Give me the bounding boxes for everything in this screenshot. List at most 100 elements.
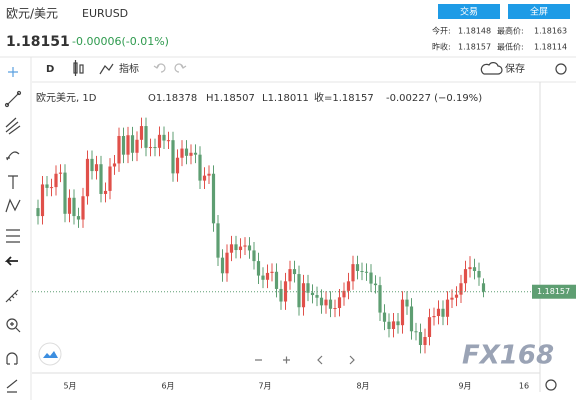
button-label[interactable]: 全屏 xyxy=(530,6,548,18)
candle-body xyxy=(387,321,391,329)
tools[interactable] xyxy=(4,67,22,393)
candle-body xyxy=(270,271,274,273)
watermark: FX168 xyxy=(462,341,554,371)
candle-body xyxy=(445,299,450,317)
undo[interactable] xyxy=(153,63,166,73)
candle-body xyxy=(378,285,382,313)
candle-body xyxy=(450,297,454,300)
candle-body xyxy=(139,126,144,140)
stat-label: 最高价: xyxy=(497,26,524,36)
candle-body xyxy=(283,281,288,302)
legend-close: 收=1.18157 xyxy=(314,91,374,104)
stat-value: 1.18157 xyxy=(458,43,491,52)
interval[interactable]: D xyxy=(46,64,54,75)
candle-body xyxy=(472,267,477,272)
candle-body xyxy=(306,283,310,293)
x-tick-label: 16 xyxy=(519,382,529,391)
stat-label: 最低价: xyxy=(497,42,524,52)
settings[interactable] xyxy=(555,63,567,75)
candle-body xyxy=(175,157,180,174)
candle-body xyxy=(342,290,346,298)
candle-body xyxy=(103,190,108,194)
candle-body xyxy=(225,252,229,274)
candle-body xyxy=(441,308,445,317)
candle-body xyxy=(180,148,184,158)
candle-body xyxy=(261,275,265,280)
candle-body xyxy=(409,306,414,332)
candle-body xyxy=(297,274,301,308)
candle-body xyxy=(211,173,216,224)
candle-body xyxy=(162,134,166,141)
candle-body xyxy=(265,272,270,280)
candle-body xyxy=(220,257,225,274)
button-label[interactable]: 交易 xyxy=(460,6,478,18)
candle-body xyxy=(481,283,486,292)
candle-body xyxy=(274,271,279,289)
candle-body xyxy=(126,135,130,155)
candle-body xyxy=(463,269,468,284)
candle-body xyxy=(319,297,324,306)
candle-body xyxy=(202,175,207,181)
candle-body xyxy=(171,140,175,174)
legend-low: L1.18011 xyxy=(262,93,309,104)
candle-body xyxy=(468,267,472,270)
legend-open: O1.18378 xyxy=(148,93,197,104)
axis-settings[interactable] xyxy=(545,379,557,391)
stat-value: 1.18114 xyxy=(534,43,567,52)
candle-body xyxy=(292,269,297,275)
candle-body xyxy=(405,299,409,307)
candle-body xyxy=(45,184,49,188)
code: EURUSD xyxy=(82,7,128,20)
candle-body xyxy=(243,245,247,247)
candle-body xyxy=(72,197,76,217)
candle-body xyxy=(324,299,328,306)
x-tick-label: 9月 xyxy=(458,382,471,391)
zoom-controls[interactable] xyxy=(255,355,355,365)
candle-body xyxy=(459,283,463,295)
candle-body xyxy=(54,173,58,188)
candle-body xyxy=(346,281,351,291)
candle-icon[interactable] xyxy=(73,60,84,76)
candle-body xyxy=(391,321,396,329)
candle-body xyxy=(477,271,481,278)
fullscreen-button[interactable] xyxy=(508,4,570,19)
candle-body xyxy=(418,332,423,346)
candle-body xyxy=(288,269,292,282)
candle-body xyxy=(279,288,283,302)
candle-body xyxy=(153,147,157,149)
candle-body xyxy=(76,216,81,220)
chart-type-button[interactable] xyxy=(38,342,62,366)
candle-body xyxy=(117,135,121,164)
candle-body xyxy=(310,292,315,296)
chart-type-icon xyxy=(43,351,58,358)
candle-body xyxy=(58,172,63,174)
candle-body xyxy=(364,271,369,273)
last-price-label: 1.18157 xyxy=(537,287,570,296)
candle-body xyxy=(427,317,432,338)
candle-body xyxy=(256,261,261,276)
indicators[interactable]: 指标 xyxy=(119,62,139,75)
legend-change: -0.00227 (−0.19%) xyxy=(386,93,482,104)
candle-body xyxy=(207,173,211,176)
trade-button[interactable] xyxy=(438,4,500,19)
candle-body xyxy=(252,250,256,262)
x-tick-label: 7月 xyxy=(258,382,271,391)
candle-body xyxy=(301,283,306,308)
candle-body xyxy=(90,158,94,172)
candle-body xyxy=(234,244,238,251)
redo[interactable] xyxy=(174,63,187,73)
candle-body xyxy=(112,163,117,167)
candle-body xyxy=(85,158,90,197)
save[interactable]: 保存 xyxy=(505,62,525,75)
indicator-icon[interactable] xyxy=(99,63,114,75)
candle-body xyxy=(166,140,171,142)
candle-body xyxy=(184,148,189,156)
candle-body xyxy=(67,197,72,214)
cloud-icon[interactable] xyxy=(480,62,503,75)
candle-body xyxy=(36,208,40,217)
candle-body xyxy=(351,264,355,282)
candle-body xyxy=(423,337,427,346)
candle-body xyxy=(432,316,436,318)
candle-body xyxy=(121,135,126,155)
